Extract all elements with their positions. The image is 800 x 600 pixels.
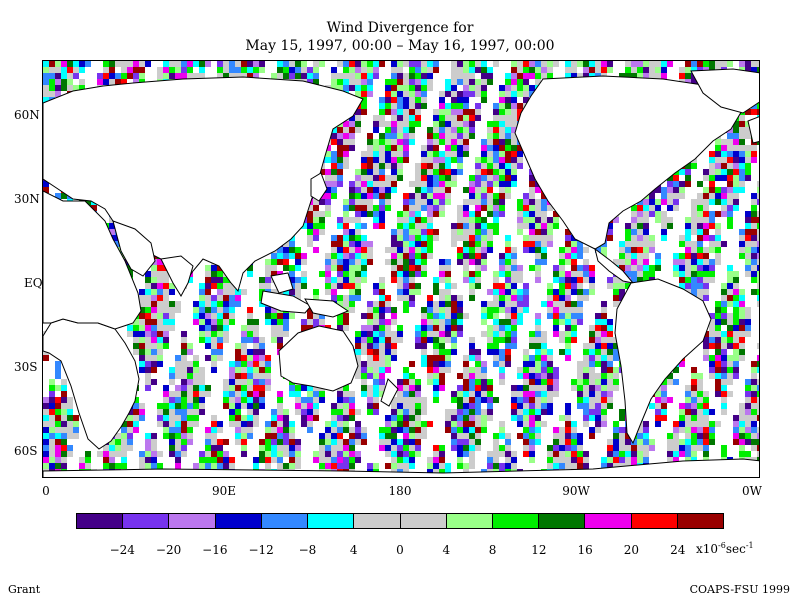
legend-color-box [308,514,355,528]
divergence-map [43,61,759,477]
legend-tick-label: −20 [155,543,182,557]
lat-label-30s: 30S [14,360,38,374]
britain-land [747,116,759,144]
units-exponent: -6 [718,541,726,550]
legend-tick-label: 4 [349,543,358,557]
lon-label-0w: 0W [742,484,762,498]
legend-color-box [169,514,216,528]
legend-color-box [631,514,678,528]
legend-tick-label: −12 [248,543,274,557]
legend-color-box [585,514,632,528]
legend-tick-label: −24 [109,543,135,557]
lon-label-180: 180 [388,484,412,498]
land-masses [43,68,759,477]
color-legend-bar [76,513,724,529]
map-frame [42,60,760,478]
legend-color-box [77,514,124,528]
legend-color-box [215,514,262,528]
legend-tick-label: 24 [670,543,686,557]
legend-tick-label: 20 [623,543,640,557]
antarctica-land [43,458,759,477]
legend-tick-label: 12 [531,543,547,557]
australia-land [278,325,359,392]
legend-color-box [354,514,401,528]
lon-label-90e: 90E [211,484,237,498]
central-america-land [594,247,635,284]
legend-tick-label: 0 [396,543,404,557]
legend-tick-label: −8 [298,543,317,557]
india-land [160,255,194,298]
legend-tick-label: 4 [442,543,451,557]
legend-color-box [492,514,540,528]
chart-title-line-2: May 15, 1997, 00:00 – May 16, 1997, 00:0… [245,38,555,54]
legend-tick-label: 16 [577,543,593,557]
units-base: x10 [696,542,719,556]
chart-title-line-1: Wind Divergence for [326,20,474,36]
south-america-land [614,278,712,445]
eurasia-land [43,76,364,293]
lat-label-30n: 30N [14,192,40,206]
japan-land [310,172,328,202]
lon-label-0: 0 [42,484,50,498]
units-suffix: sec [725,542,746,556]
borneo-land [270,272,294,294]
legend-color-box [123,514,170,528]
legend-color-box [261,514,309,528]
lat-label-60s: 60S [14,444,38,458]
legend-color-box [539,514,586,528]
units-suffix-exponent: -1 [745,541,754,550]
legend-color-box [400,514,447,528]
new-zealand-land [380,378,399,407]
lat-label-60n: 60N [14,108,40,122]
arabia-land [112,220,156,277]
new-guinea-land [304,298,350,318]
legend-color-box [446,514,493,528]
greenland-land [690,68,759,114]
units-label: x10-6sec-1 [696,541,754,556]
indonesia-land [260,290,312,314]
lat-label-eq: EQ [24,276,43,290]
legend-tick-label: 8 [488,543,497,557]
source-credit: COAPS-FSU 1999 [689,583,790,596]
lon-label-90w: 90W [562,484,590,498]
author-credit: Grant [8,583,41,596]
legend-color-box [677,514,724,528]
north-africa-land [43,190,142,330]
legend-tick-label: −16 [202,543,228,557]
